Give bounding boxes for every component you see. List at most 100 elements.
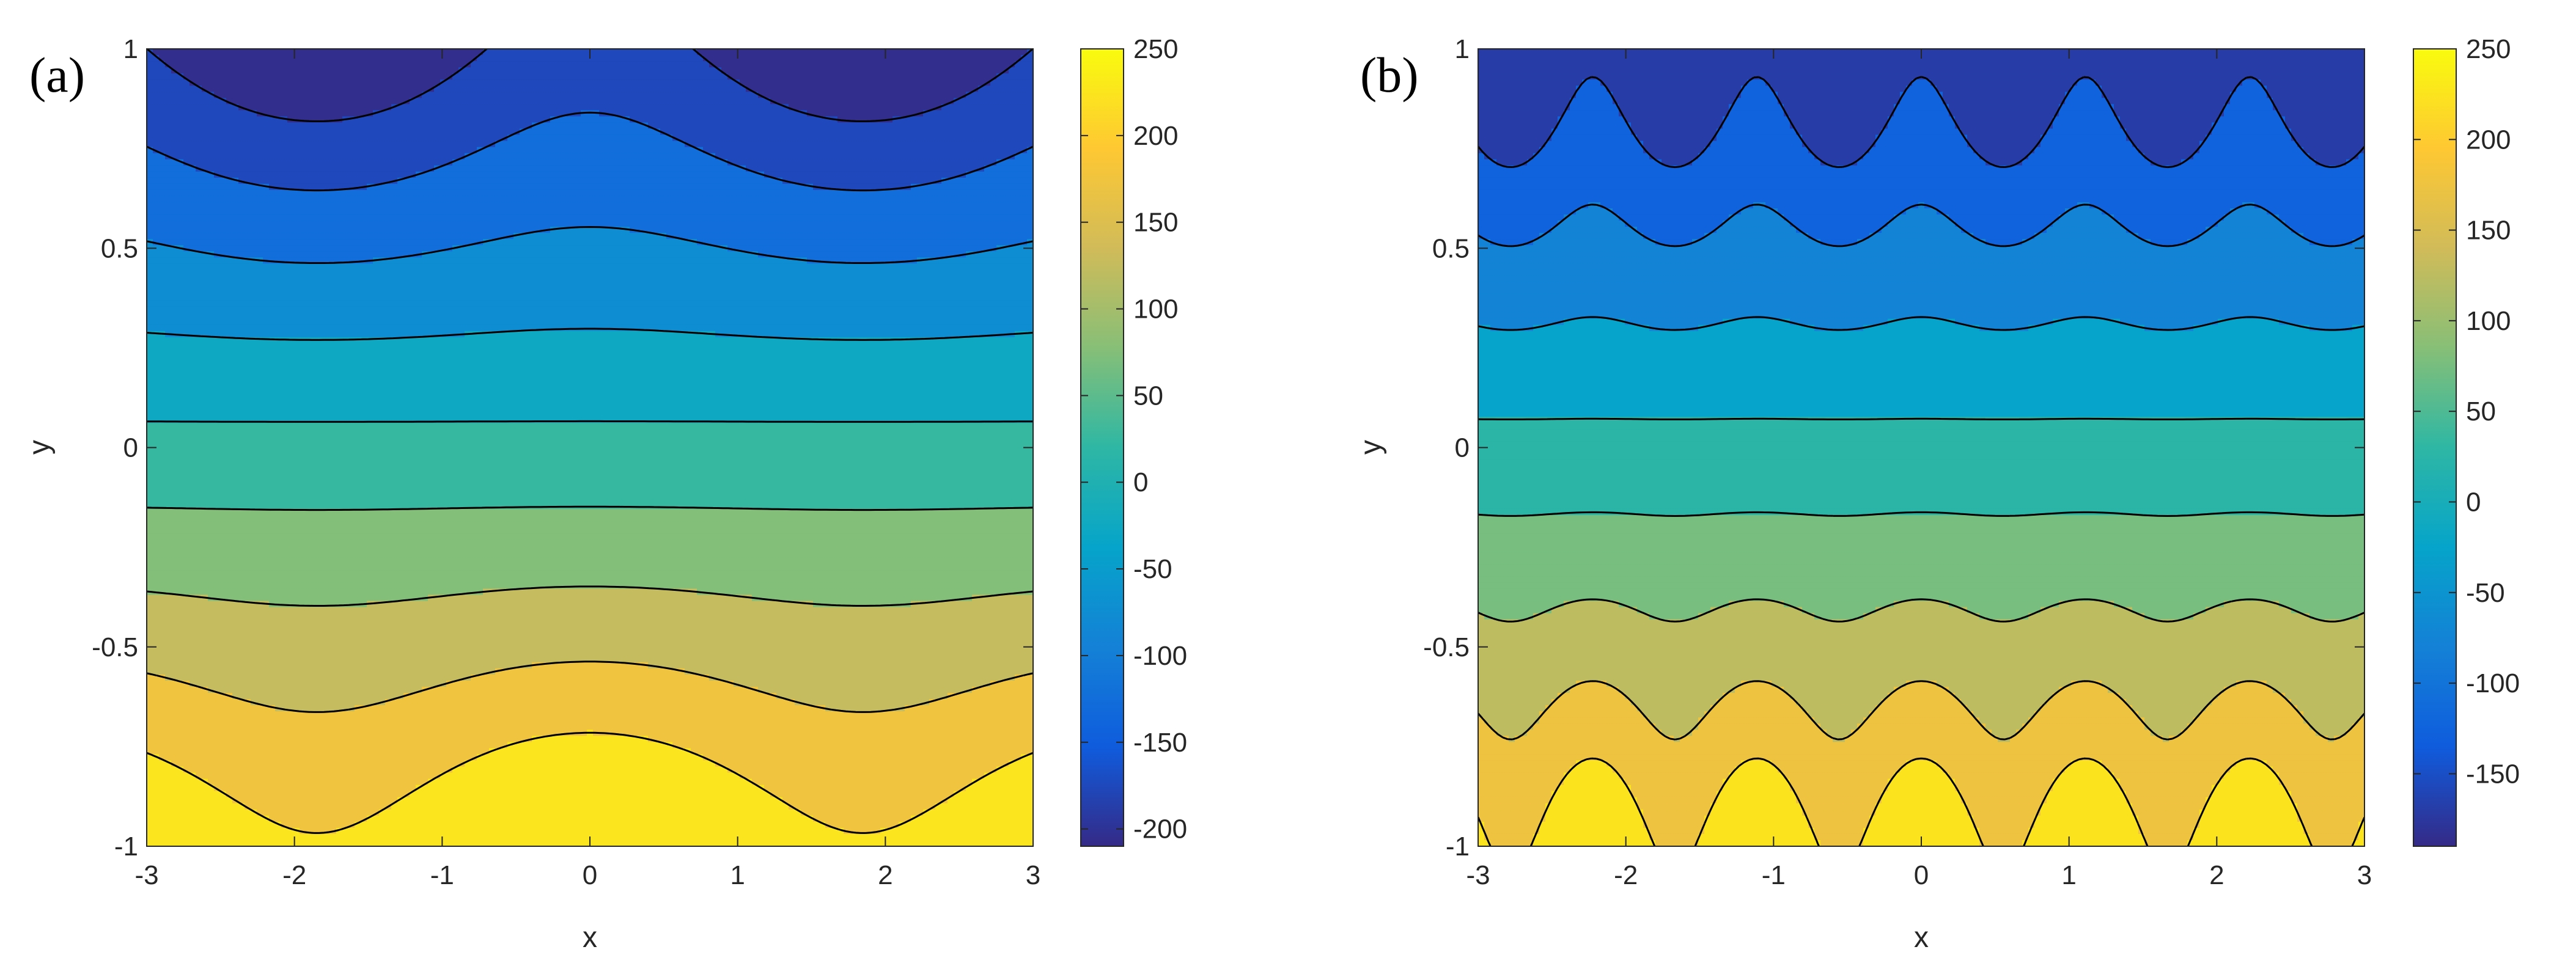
contour-cell <box>782 116 789 123</box>
contour-cell <box>513 122 520 129</box>
contour-cell <box>440 55 447 62</box>
contour-cell <box>397 67 404 74</box>
contour-cell <box>556 49 563 56</box>
contour-cell <box>807 135 814 142</box>
contour-cell <box>984 104 991 111</box>
contour-cell <box>440 110 447 117</box>
contour-cell <box>269 73 276 80</box>
contour-cell <box>1009 104 1015 111</box>
contour-cell <box>458 79 465 86</box>
contour-cell <box>556 98 563 104</box>
contour-cell <box>293 73 300 80</box>
contour-cell <box>507 92 514 98</box>
contour-cell <box>868 98 875 104</box>
contour-cell <box>416 110 422 117</box>
contour-cell <box>391 86 398 92</box>
contour-cell <box>941 55 948 62</box>
contour-cell <box>880 79 887 86</box>
contour-cell <box>813 55 820 62</box>
contour-cell <box>715 79 722 86</box>
contour-cell <box>850 135 856 142</box>
contour-cell <box>165 92 172 98</box>
contour-cell <box>183 110 190 117</box>
contour-cell <box>990 61 997 68</box>
contour-cell <box>403 79 410 86</box>
contour-cell <box>153 116 160 123</box>
contour-cell <box>367 73 374 80</box>
contour-cell <box>782 122 789 129</box>
contour-cell <box>379 116 386 123</box>
contour-cell <box>281 129 288 136</box>
contour-cell <box>330 92 337 98</box>
contour-cell <box>666 86 673 92</box>
contour-cell <box>391 67 398 74</box>
contour-cell <box>251 98 257 104</box>
contour-cell <box>342 55 349 62</box>
contour-cell <box>165 49 172 56</box>
contour-cell <box>831 79 838 86</box>
contour-cell <box>911 61 918 68</box>
contour-cell <box>856 73 863 80</box>
contour-cell <box>911 129 918 136</box>
contour-cell <box>544 92 551 98</box>
contour-cell <box>807 67 814 74</box>
contour-cell <box>300 67 306 74</box>
contour-cell <box>416 104 422 111</box>
contour-cell <box>526 135 532 142</box>
contour-cell <box>226 67 233 74</box>
contour-cell <box>544 86 551 92</box>
contour-cell <box>679 122 685 129</box>
contour-cell <box>642 73 649 80</box>
contour-cell <box>1009 129 1015 136</box>
contour-cell <box>501 67 508 74</box>
contour-cell <box>538 135 545 142</box>
contour-cell <box>679 116 685 123</box>
contour-cell <box>905 135 911 142</box>
contour-cell <box>691 135 697 142</box>
contour-cell <box>434 92 441 98</box>
contour-cell <box>452 122 459 129</box>
contour-cell <box>795 129 801 136</box>
contour-cell <box>226 141 233 148</box>
contour-cell <box>165 116 172 123</box>
contour-cell <box>758 98 765 104</box>
contour-cell <box>831 135 838 142</box>
contour-cell <box>990 135 997 142</box>
contour-cell <box>905 55 911 62</box>
contour-cell <box>960 110 966 117</box>
contour-cell <box>599 55 606 62</box>
contour-cell <box>624 86 630 92</box>
contour-cell <box>807 79 814 86</box>
contour-cell <box>807 129 814 136</box>
contour-cell <box>465 116 471 123</box>
contour-cell <box>318 104 325 111</box>
contour-cell <box>905 49 911 56</box>
contour-cell <box>856 122 863 129</box>
contour-cell <box>727 122 734 129</box>
contour-cell <box>275 79 282 86</box>
contour-cell <box>361 104 367 111</box>
contour-cell <box>978 110 985 117</box>
contour-cell <box>452 86 459 92</box>
contour-cell <box>465 49 471 56</box>
contour-cell <box>544 61 551 68</box>
contour-cell <box>935 67 942 74</box>
contour-cell <box>862 104 869 111</box>
contour-cell <box>929 55 936 62</box>
contour-cell <box>624 92 630 98</box>
contour-cell <box>361 92 367 98</box>
contour-cell <box>856 67 863 74</box>
contour-cell <box>587 122 594 129</box>
contour-cell <box>434 110 441 117</box>
contour-cell <box>899 122 905 129</box>
contour-cell <box>452 129 459 136</box>
contour-cell <box>373 73 380 80</box>
contour-cell <box>978 98 985 104</box>
contour-cell <box>312 110 318 117</box>
contour-cell <box>214 141 221 148</box>
contour-cell <box>245 55 251 62</box>
contour-cell <box>911 92 918 98</box>
contour-cell <box>416 55 422 62</box>
contour-cell <box>507 61 514 68</box>
contour-cell <box>715 122 722 129</box>
